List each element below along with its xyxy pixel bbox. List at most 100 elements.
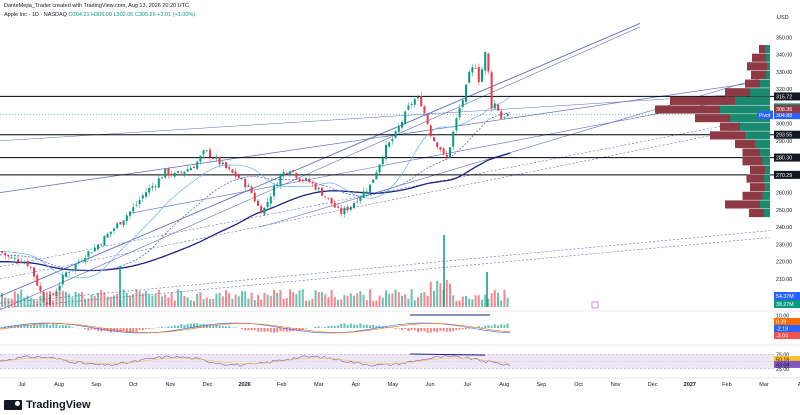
candle-body: [442, 148, 445, 154]
moving-average-200: [0, 152, 511, 272]
candle-body: [321, 188, 323, 196]
rsi-tag-label: 50.18: [776, 357, 789, 363]
macd-bar: [372, 324, 375, 328]
macd-bar: [39, 323, 42, 328]
volume-bar: [55, 290, 58, 307]
macd-bar: [356, 324, 359, 328]
macd-bar: [122, 328, 125, 331]
candle-body: [145, 192, 147, 197]
macd-tag-label: -2.19: [776, 327, 788, 333]
macd-bar: [301, 328, 304, 330]
candle-body: [157, 178, 160, 188]
candle-body: [289, 171, 291, 175]
candle-body: [481, 69, 483, 82]
volume-bar: [503, 289, 506, 307]
volume-bar: [257, 295, 259, 307]
dotted-channel-line: [0, 123, 771, 280]
volume-bar: [449, 283, 451, 307]
volume-profile-down-bar: [759, 45, 765, 54]
volume-profile-up-bar: [735, 96, 770, 105]
volume-bar: [279, 290, 282, 307]
x-tick-label: Nov: [166, 382, 176, 388]
macd-bar: [164, 327, 167, 328]
candle-body: [378, 164, 381, 173]
volume-bar: [388, 293, 391, 307]
candle-body: [36, 275, 39, 286]
candle-body: [305, 178, 307, 181]
candle-body: [151, 186, 154, 189]
volume-bar: [148, 294, 151, 307]
volume-profile-up-bar: [755, 139, 770, 149]
macd-bar: [65, 325, 67, 328]
macd-bar: [273, 328, 275, 333]
volume-tag-label: 38.27M: [776, 302, 794, 308]
volume-bar: [1, 293, 3, 307]
candle-body: [468, 71, 471, 83]
candle-body: [90, 252, 93, 254]
volume-bar: [49, 290, 51, 307]
volume-bar: [61, 290, 64, 307]
volume-profile-down-bar: [720, 122, 740, 131]
candle-body: [93, 247, 96, 252]
candle-body: [484, 51, 487, 71]
volume-bar: [282, 298, 285, 307]
macd-bar: [484, 325, 487, 328]
macd-bar: [276, 328, 279, 333]
macd-bar: [282, 328, 285, 332]
volume-bar: [253, 300, 256, 307]
volume-bar: [365, 300, 368, 307]
volume-bar: [36, 300, 39, 307]
volume-bar: [199, 292, 202, 307]
rsi-line: [0, 355, 511, 367]
candle-body: [410, 103, 413, 105]
candle-body: [359, 197, 362, 201]
macd-bar: [129, 328, 131, 333]
macd-bar: [241, 328, 243, 330]
macd-bar: [305, 328, 307, 329]
macd-bar: [423, 328, 426, 332]
macd-bar: [490, 325, 493, 328]
candle-body: [141, 195, 144, 199]
macd-bar: [349, 323, 352, 328]
rsi-tag: [774, 355, 800, 363]
candle-body: [13, 257, 16, 259]
macd-bar: [125, 328, 128, 333]
macd-bar: [161, 326, 163, 328]
macd-bar: [29, 324, 32, 328]
y-tick-label: 210.00: [776, 277, 792, 283]
macd-bar: [477, 326, 480, 328]
candle-body: [260, 205, 263, 214]
volume-bar: [221, 296, 224, 307]
macd-bar: [231, 327, 234, 328]
macd-bar: [497, 325, 499, 328]
volume-bar: [132, 293, 135, 307]
volume-profile-down-bar: [742, 148, 760, 157]
x-tick-label: Aug: [54, 382, 64, 388]
volume-bar: [141, 293, 144, 307]
macd-bar: [167, 326, 170, 328]
volume-bar: [423, 291, 426, 307]
candle-body: [401, 121, 403, 128]
candle-body: [10, 257, 13, 259]
candles: [1, 51, 509, 308]
ohlc-values: O304.21 H306.00 L302.05 C305.26: [68, 12, 156, 18]
macd-bar: [84, 328, 87, 330]
volume-profile-down-bar: [750, 165, 765, 174]
volume-bar: [97, 292, 99, 307]
volume-bar: [333, 297, 336, 307]
candle-body: [349, 206, 352, 210]
volume-bar: [497, 292, 499, 307]
volume-bar: [209, 299, 211, 307]
macd-bar: [369, 325, 371, 328]
candle-body: [26, 261, 29, 267]
volume-profile-up-bar: [750, 88, 770, 97]
macd-bar: [157, 327, 160, 328]
volume-profile: [655, 45, 770, 218]
volume-bar: [113, 295, 115, 307]
candle-body: [461, 100, 464, 107]
candle-body: [362, 191, 365, 198]
x-tick-label: 2026: [238, 382, 250, 388]
macd-bar: [279, 328, 282, 332]
candle-body: [122, 220, 125, 226]
